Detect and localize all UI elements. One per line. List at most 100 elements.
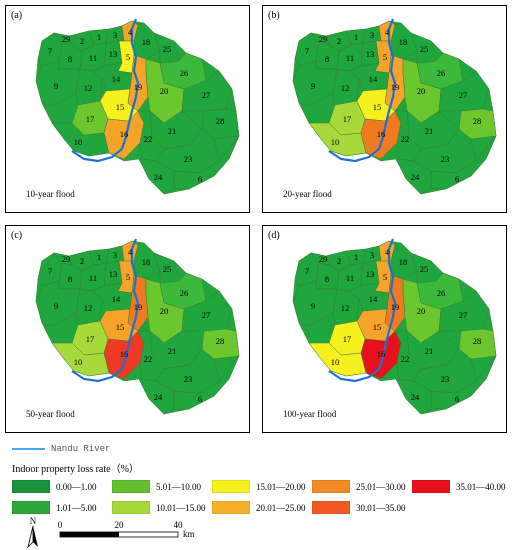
district-label-16: 16 bbox=[120, 129, 129, 139]
legend-swatch bbox=[412, 480, 450, 493]
panel-label: (a) bbox=[11, 10, 23, 21]
district-label-19: 19 bbox=[391, 82, 400, 92]
legend-item: 25.01—30.00 bbox=[312, 480, 406, 493]
map-panel-a: 1 2 3 4 5 6 7 8 9 10 11 12 13 14 15 16 17 18 19 20 21 22 23 24 2… bbox=[5, 5, 250, 213]
district-label-14: 14 bbox=[369, 74, 378, 84]
district-label-17: 17 bbox=[86, 334, 95, 344]
nandu-river bbox=[71, 238, 140, 383]
district-label-22: 22 bbox=[144, 354, 153, 364]
district-label-21: 21 bbox=[168, 126, 177, 136]
legend-swatch bbox=[212, 480, 250, 493]
district-24 bbox=[395, 158, 432, 195]
district-26 bbox=[416, 272, 464, 310]
scale-unit: km bbox=[183, 529, 195, 539]
district-label-1: 1 bbox=[354, 32, 358, 42]
legend-label: 15.01—20.00 bbox=[256, 481, 306, 492]
district-17 bbox=[328, 320, 366, 356]
legend-swatch bbox=[312, 501, 350, 514]
district-label-16: 16 bbox=[120, 349, 129, 359]
district-label-17: 17 bbox=[343, 334, 352, 344]
district-label-7: 7 bbox=[305, 266, 309, 276]
district-17 bbox=[71, 320, 109, 356]
legend-swatch bbox=[212, 501, 250, 514]
district-label-2: 2 bbox=[80, 256, 84, 266]
district-label-10: 10 bbox=[331, 137, 340, 147]
district-29 bbox=[310, 32, 330, 46]
district-label-22: 22 bbox=[144, 134, 153, 144]
district-label-19: 19 bbox=[134, 302, 143, 312]
district-label-15: 15 bbox=[116, 322, 125, 332]
river-legend: Nandu River bbox=[12, 444, 110, 454]
district-label-26: 26 bbox=[180, 68, 189, 78]
panel-label: (c) bbox=[11, 230, 23, 241]
district-label-9: 9 bbox=[311, 301, 315, 311]
scale-bar: 0 20 40 km bbox=[58, 520, 195, 539]
district-label-1: 1 bbox=[97, 32, 101, 42]
district-label-19: 19 bbox=[391, 302, 400, 312]
district-label-6: 6 bbox=[198, 174, 202, 184]
legend-swatch bbox=[112, 480, 150, 493]
district-label-15: 15 bbox=[373, 102, 382, 112]
district-label-18: 18 bbox=[399, 257, 408, 267]
district-label-18: 18 bbox=[399, 37, 408, 47]
river-legend-label: Nandu River bbox=[51, 444, 111, 454]
district-label-7: 7 bbox=[305, 46, 309, 56]
legend-label: 35.01—40.00 bbox=[456, 481, 506, 492]
district-label-14: 14 bbox=[369, 294, 378, 304]
legend-swatch bbox=[12, 480, 50, 493]
district-label-11: 11 bbox=[346, 53, 354, 63]
legend-label: 20.01—25.00 bbox=[256, 502, 306, 513]
district-label-23: 23 bbox=[184, 374, 193, 384]
district-label-13: 13 bbox=[366, 49, 375, 59]
map-panel-c: 1 2 3 4 5 6 7 8 9 10 11 12 13 14 15 16 17 18 19 20 21 22 23 24 2… bbox=[5, 225, 250, 433]
river-line-swatch bbox=[12, 448, 45, 450]
district-label-4: 4 bbox=[385, 247, 390, 257]
district-29 bbox=[53, 32, 73, 46]
scale-tick-label: 0 bbox=[58, 520, 63, 530]
district-18 bbox=[133, 22, 161, 60]
district-label-25: 25 bbox=[420, 264, 429, 274]
district-label-21: 21 bbox=[168, 346, 177, 356]
district-label-17: 17 bbox=[86, 114, 95, 124]
nandu-river bbox=[328, 18, 397, 163]
district-label-16: 16 bbox=[377, 349, 386, 359]
legend-item: 30.01—35.00 bbox=[312, 501, 406, 514]
district-label-11: 11 bbox=[346, 273, 354, 283]
legend-item: 1.01—5.00 bbox=[12, 501, 97, 514]
district-label-4: 4 bbox=[128, 247, 133, 257]
district-label-23: 23 bbox=[441, 154, 450, 164]
scale-tick-label: 20 bbox=[115, 520, 125, 530]
district-label-3: 3 bbox=[370, 30, 374, 40]
district-label-27: 27 bbox=[202, 310, 211, 320]
district-label-24: 24 bbox=[411, 392, 420, 402]
district-label-11: 11 bbox=[89, 273, 97, 283]
legend-item: 10.01—15.00 bbox=[112, 501, 206, 514]
district-label-24: 24 bbox=[411, 172, 420, 182]
district-label-15: 15 bbox=[116, 102, 125, 112]
legend-item: 35.01—40.00 bbox=[412, 480, 506, 493]
legend-label: 1.01—5.00 bbox=[56, 502, 97, 513]
district-label-8: 8 bbox=[68, 54, 72, 64]
district-label-15: 15 bbox=[373, 322, 382, 332]
district-18 bbox=[390, 242, 418, 280]
district-label-27: 27 bbox=[459, 310, 468, 320]
district-label-12: 12 bbox=[341, 83, 350, 93]
district-label-14: 14 bbox=[112, 74, 121, 84]
district-label-23: 23 bbox=[441, 374, 450, 384]
district-label-28: 28 bbox=[216, 116, 225, 126]
district-label-28: 28 bbox=[473, 336, 482, 346]
district-label-13: 13 bbox=[366, 269, 375, 279]
district-label-6: 6 bbox=[455, 394, 459, 404]
panel-title: 20-year flood bbox=[283, 189, 332, 199]
legend-item: 20.01—25.00 bbox=[212, 501, 306, 514]
nandu-river bbox=[71, 18, 140, 163]
district-label-27: 27 bbox=[459, 90, 468, 100]
district-label-10: 10 bbox=[74, 137, 83, 147]
district-label-24: 24 bbox=[154, 172, 163, 182]
district-26 bbox=[416, 52, 464, 90]
district-label-10: 10 bbox=[331, 357, 340, 367]
district-label-12: 12 bbox=[84, 83, 93, 93]
scale-tick-label: 40 bbox=[174, 520, 184, 530]
